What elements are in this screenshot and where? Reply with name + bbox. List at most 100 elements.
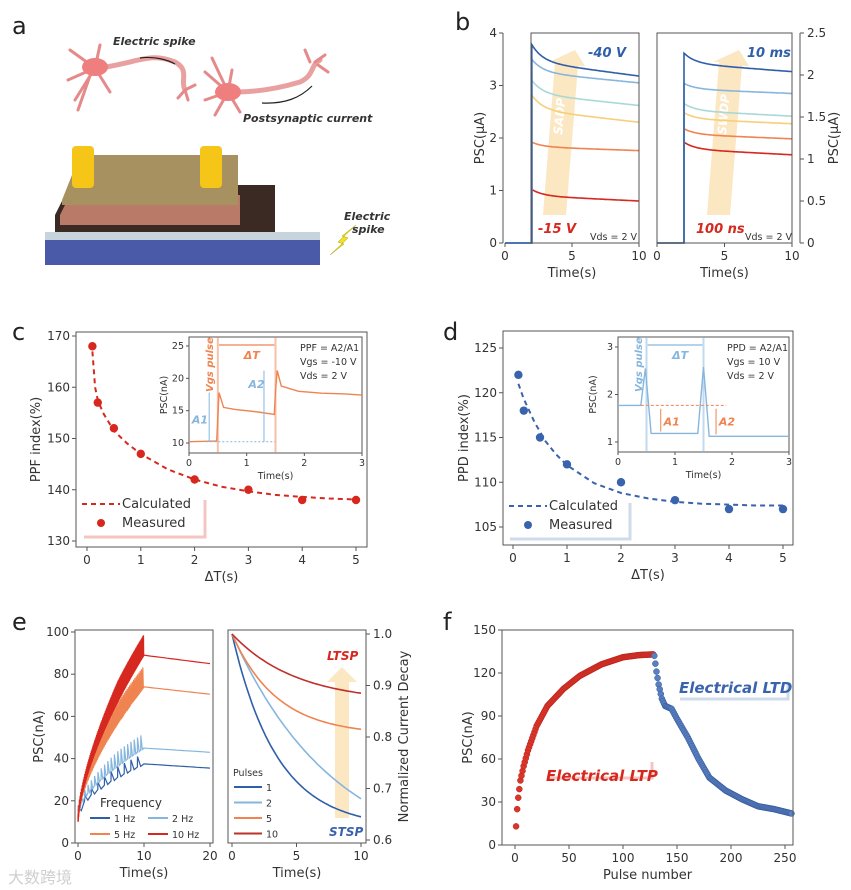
x-axis-label: ΔT(s) [205, 570, 239, 585]
a2-label: A2 [247, 378, 265, 391]
inset-chart: 0 1 2 3 10 15 20 25 Time(s) PSC(nA) Vgs pulse ΔT PPF… [159, 336, 365, 482]
postsynaptic-current-label: Postsynaptic current [243, 112, 373, 125]
electric-spike-label: Electric spike [113, 35, 196, 48]
y-tick-label: 2 [489, 131, 497, 145]
series-line [77, 735, 211, 812]
x-tick-label: 10 [353, 849, 368, 863]
inset-x-tick-label: 3 [786, 457, 792, 468]
chart-e-left: Frequency 1 Hz 2 Hz 5 Hz 10 Hz 0 10 20 0 20 40 60 80… [32, 625, 218, 881]
y-axis-label: PSC(μA) [827, 112, 842, 164]
y-axis-label: Normalized Current Decay [397, 650, 412, 822]
series-line [231, 633, 362, 694]
vds-label: Vds = 2 V [300, 371, 348, 382]
stsp-label: STSP [329, 825, 363, 839]
chart-f: Electrical LTP Electrical LTD 0 50 100 150 200… [461, 623, 796, 883]
panel-label-f: f [443, 608, 452, 636]
pulse-label: Vgs pulse [205, 337, 216, 392]
panel-label-e: e [12, 608, 27, 636]
x-axis-label: Time(s) [699, 266, 749, 281]
x-tick-label: 4 [298, 553, 306, 567]
vgs-label: Vgs = -10 V [300, 357, 357, 368]
panel-label-a: a [12, 12, 27, 40]
x-tick-label: 20 [202, 849, 217, 863]
device-illustration: Electric spike [45, 146, 391, 265]
neuron-body [82, 58, 108, 76]
ltd-point [652, 660, 659, 667]
ltp-point [514, 794, 522, 801]
y-tick-label: 3 [489, 79, 497, 93]
inset-y-tick-label: 3 [607, 342, 613, 353]
lightning-icon [329, 224, 357, 256]
panel-label-b: b [455, 8, 470, 36]
ltd-point [788, 810, 795, 817]
measured-point [351, 495, 361, 505]
y-tick-label: 150 [47, 432, 70, 446]
x-axis-label: Time(s) [547, 266, 597, 281]
measured-point [244, 485, 253, 494]
x-tick-label: 4 [725, 551, 733, 565]
ltp-label-shadow [548, 762, 654, 780]
ltd-point [651, 652, 658, 660]
legend-label: 2 [266, 799, 272, 810]
calculated-curve [91, 351, 357, 501]
x-tick-label: 10 [136, 849, 151, 863]
y-tick-label: 0.7 [373, 782, 392, 796]
y-tick-label: 90 [481, 709, 496, 723]
equation-label: PPF = A2/A1 [300, 343, 359, 354]
x-tick-label: 0 [511, 851, 519, 865]
legend-label: 1 Hz [114, 814, 135, 825]
electric-label: Electric [344, 210, 391, 223]
y-axis-label: PSC(nA) [461, 711, 476, 763]
series-line [505, 92, 640, 244]
y-tick-label: 60 [54, 709, 69, 723]
equation-label: PPD = A2/A1 [727, 343, 788, 354]
delta-t-label: ΔT [671, 349, 690, 362]
y-tick-label: 60 [481, 752, 496, 766]
measured-point [670, 495, 680, 505]
x-tick-label: 0 [501, 249, 509, 263]
x-tick-label: 2 [617, 551, 625, 565]
ltd-label: Electrical LTD [679, 679, 792, 697]
arrow-label: SWDP [715, 93, 733, 135]
x-axis-label: Time(s) [119, 866, 169, 881]
x-tick-label: 10 [784, 249, 799, 263]
series-line [657, 127, 792, 244]
x-tick-label: 2 [191, 553, 199, 567]
a1-label: A1 [663, 415, 680, 428]
inset-trace [188, 370, 363, 443]
x-tick-label: 200 [720, 851, 743, 865]
ltp-point [513, 805, 521, 813]
measured-point [616, 478, 626, 487]
y-tick-label: 1 [489, 184, 497, 198]
inset-y-tick-label: 2 [607, 390, 613, 401]
y-axis-label: PSC(nA) [32, 710, 47, 762]
vds-label: Vds = 2 V [590, 232, 638, 243]
pulse-label: Vgs pulse [634, 337, 645, 392]
calculated-curve [517, 383, 783, 507]
measured-point [93, 398, 102, 407]
x-tick-label: 1 [137, 553, 145, 567]
y-tick-label: 125 [474, 341, 497, 355]
series-line [505, 41, 640, 244]
legend-label: 1 [266, 783, 272, 794]
inset-x-tick-label: 3 [359, 458, 365, 469]
legend-label: 10 [266, 830, 278, 841]
plot-frame [530, 32, 640, 244]
x-tick-label: 0 [509, 551, 517, 565]
ltd-point [654, 674, 661, 682]
x-axis-label: Time(s) [272, 866, 322, 881]
y-tick-label: 0 [489, 236, 497, 250]
y-tick-label: 0 [488, 838, 496, 852]
y-tick-label: 130 [47, 534, 70, 548]
series-line [231, 633, 362, 800]
y-tick-label: 40 [54, 752, 69, 766]
y-tick-label: 0.5 [807, 194, 826, 208]
spike-label: spike [352, 223, 385, 236]
ltp-point [516, 785, 523, 793]
x-tick-label: 0 [74, 849, 82, 863]
delta-t-label: ΔT [243, 349, 262, 362]
y-tick-label: 100 [46, 625, 69, 639]
a1-label: A1 [191, 414, 208, 427]
